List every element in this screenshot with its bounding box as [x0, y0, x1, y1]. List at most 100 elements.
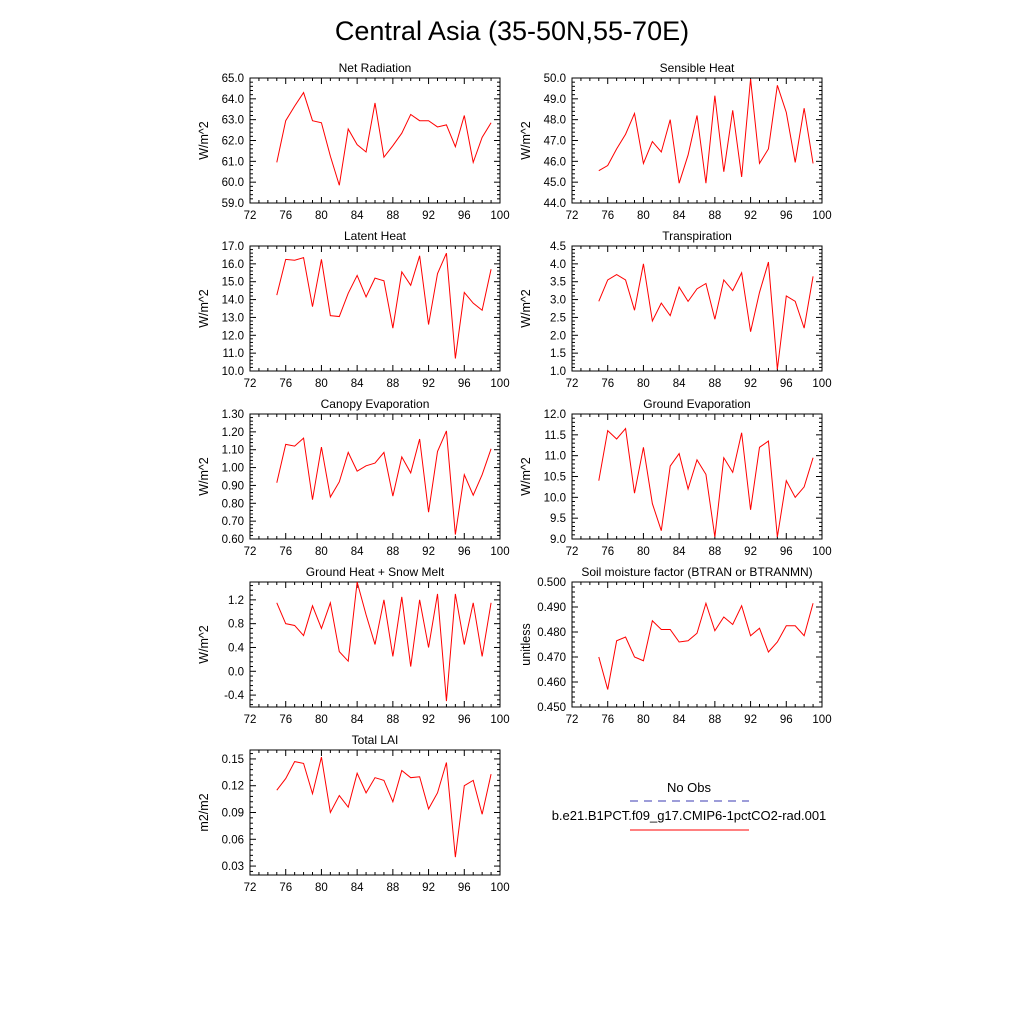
y-tick-label: 0.03: [222, 861, 244, 873]
y-tick-label: 0.450: [537, 702, 566, 714]
x-tick-label: 72: [566, 714, 579, 726]
legend-model-label: b.e21.B1PCT.f09_g17.CMIP6-1pctCO2-rad.00…: [552, 808, 827, 823]
y-tick-label: 60.0: [222, 177, 244, 189]
panel-sensible-heat: Sensible Heat 72 76 80 84 88 92 96 100 44.0 45.0 46…: [519, 61, 832, 222]
x-tick-label: 84: [351, 546, 364, 558]
x-tick-label: 84: [351, 714, 364, 726]
x-tick-label: 72: [244, 378, 257, 390]
x-tick-label: 76: [601, 378, 614, 390]
y-axis-label: W/m^2: [519, 121, 533, 160]
y-tick-label: 15.0: [222, 277, 244, 289]
x-tick-label: 92: [744, 714, 757, 726]
y-tick-label: 16.0: [222, 259, 244, 271]
x-tick-label: 72: [244, 210, 257, 222]
x-tick-label: 100: [812, 714, 831, 726]
y-tick-label: 0.490: [537, 602, 566, 614]
y-tick-label: 11.0: [544, 451, 566, 463]
series-line: [276, 91, 492, 186]
series-line: [276, 757, 492, 858]
y-tick-label: 50.0: [544, 73, 566, 85]
panel-total-lai: Total LAI 72 76 80 84 88 92 96 100 0.03 0.06 0.09 0.…: [197, 733, 510, 894]
panel-ground-heat-snow-melt: Ground Heat + Snow Melt 72 76 80 84 88 92 96 100…: [197, 565, 510, 726]
y-tick-label: 4.0: [550, 259, 566, 271]
y-tick-label: 0.4: [228, 642, 245, 654]
y-tick-label: 2.5: [550, 312, 566, 324]
y-tick-label: 1.2: [228, 595, 244, 607]
x-tick-label: 96: [458, 714, 471, 726]
y-tick-label: 0.60: [222, 534, 244, 546]
y-tick-label: 0.80: [222, 498, 244, 510]
x-tick-label: 96: [458, 210, 471, 222]
x-tick-label: 96: [458, 882, 471, 894]
legend-obs-label: No Obs: [667, 780, 712, 795]
y-tick-label: 11.5: [544, 430, 566, 442]
y-tick-label: 3.0: [550, 295, 566, 307]
x-tick-label: 88: [708, 714, 721, 726]
panel-title: Transpiration: [662, 229, 732, 243]
x-tick-label: 100: [490, 714, 509, 726]
x-tick-label: 88: [708, 378, 721, 390]
panel-ground-evaporation: Ground Evaporation 72 76 80 84 88 92 96 100 9.0 9.…: [519, 397, 832, 558]
x-tick-label: 72: [566, 210, 579, 222]
y-tick-label: 49.0: [544, 94, 566, 106]
x-tick-label: 84: [673, 378, 686, 390]
y-tick-label: 47.0: [544, 136, 566, 148]
panel-canopy-evaporation: Canopy Evaporation 72 76 80 84 88 92 96 100 0.60 0…: [197, 397, 510, 558]
y-tick-label: 65.0: [222, 73, 244, 85]
x-tick-label: 96: [780, 546, 793, 558]
y-tick-label: -0.4: [224, 690, 244, 702]
panels: Net Radiation 72 76 80 84 88 92 96 100 59.0 60.0 61…: [197, 61, 832, 894]
x-tick-label: 72: [244, 546, 257, 558]
y-tick-label: 12.0: [222, 330, 244, 342]
panel-soil-moisture-factor-btran-or-btranmn: Soil moisture factor (BTRAN or BTRANMN) 7…: [519, 565, 832, 726]
x-tick-label: 96: [780, 714, 793, 726]
x-tick-label: 80: [315, 882, 328, 894]
y-tick-label: 1.00: [222, 463, 244, 475]
x-tick-label: 96: [458, 378, 471, 390]
x-tick-label: 76: [279, 210, 292, 222]
x-tick-label: 88: [386, 210, 399, 222]
x-tick-label: 92: [744, 210, 757, 222]
y-tick-label: 0.0: [228, 666, 244, 678]
x-tick-label: 84: [351, 210, 364, 222]
x-tick-label: 80: [315, 210, 328, 222]
x-tick-label: 84: [673, 714, 686, 726]
panel-title: Net Radiation: [339, 61, 412, 75]
x-tick-label: 100: [490, 546, 509, 558]
series-line: [598, 261, 814, 370]
x-tick-label: 96: [458, 546, 471, 558]
x-tick-label: 92: [744, 378, 757, 390]
x-tick-label: 80: [637, 546, 650, 558]
x-tick-label: 100: [490, 210, 509, 222]
x-tick-label: 72: [244, 882, 257, 894]
y-tick-label: 1.5: [550, 348, 566, 360]
x-tick-label: 76: [601, 546, 614, 558]
y-tick-label: 9.5: [550, 513, 566, 525]
panel-latent-heat: Latent Heat 72 76 80 84 88 92 96 100 10.0 11.0 12.0…: [197, 229, 510, 390]
y-tick-label: 0.09: [222, 808, 244, 820]
x-tick-label: 80: [637, 378, 650, 390]
panel-net-radiation: Net Radiation 72 76 80 84 88 92 96 100 59.0 60.0 61…: [197, 61, 510, 222]
y-tick-label: 17.0: [222, 241, 244, 253]
y-tick-label: 14.0: [222, 295, 244, 307]
y-tick-label: 2.0: [550, 330, 566, 342]
x-tick-label: 100: [812, 546, 831, 558]
x-tick-label: 88: [708, 546, 721, 558]
panel-title: Total LAI: [352, 733, 399, 747]
x-tick-label: 96: [780, 378, 793, 390]
series-line: [598, 601, 814, 690]
y-tick-label: 59.0: [222, 198, 244, 210]
x-tick-label: 76: [279, 378, 292, 390]
series-line: [598, 427, 814, 537]
y-tick-label: 64.0: [222, 94, 244, 106]
x-tick-label: 80: [315, 546, 328, 558]
x-tick-label: 72: [566, 378, 579, 390]
panel-title: Canopy Evaporation: [321, 397, 430, 411]
y-tick-label: 1.30: [222, 409, 244, 421]
x-tick-label: 80: [315, 714, 328, 726]
y-tick-label: 0.480: [537, 627, 566, 639]
y-axis-label: W/m^2: [197, 625, 211, 664]
y-tick-label: 1.20: [222, 427, 244, 439]
